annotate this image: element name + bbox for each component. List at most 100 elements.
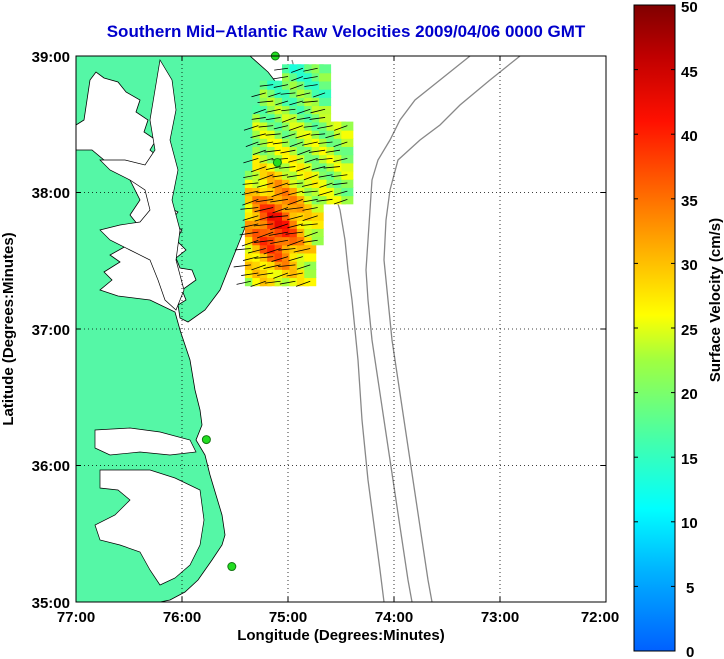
velocity-vector [254,215,274,222]
velocity-cell [296,170,309,180]
velocity-cell [274,80,287,90]
velocity-cell [326,178,339,188]
velocity-cell [282,219,294,229]
velocity-vector [270,239,289,244]
velocity-cell [326,170,339,180]
velocity-cell [333,146,346,156]
velocity-vector [279,166,296,169]
velocity-cell [296,121,309,131]
velocity-cell [267,80,280,90]
velocity-cell [244,244,257,254]
velocity-cell [326,146,339,156]
velocity-vector [289,141,303,148]
velocity-vector [242,198,259,206]
velocity-vector [241,190,259,196]
velocity-cell [274,121,287,131]
velocity-cell [274,146,287,156]
colorbar [633,4,676,652]
velocity-vector [257,141,274,146]
velocity-cell [319,146,332,156]
velocity-cell [304,137,317,147]
velocity-vector [303,125,318,128]
velocity-vector [271,190,289,197]
velocity-cell [267,195,280,205]
velocity-vector [325,133,341,139]
velocity-vector [257,174,274,181]
velocity-vector [325,149,341,153]
velocity-cell [311,187,324,197]
velocity-cell [304,129,317,139]
velocity-cell [244,260,257,270]
velocity-vector [253,108,266,114]
colorbar-ticks [634,4,675,652]
chesapeake-bay [99,59,185,311]
velocity-vector [269,215,289,218]
velocity-cell [333,187,346,197]
velocity-cell [259,277,272,287]
velocity-vector [333,157,348,162]
velocity-cell [259,195,272,205]
velocity-vector [255,198,274,203]
velocity-cell [304,146,317,156]
y-tick-label: 39:00 [32,49,70,66]
velocity-cell [333,162,346,172]
velocity-vector [270,223,289,231]
velocity-cell [274,170,287,180]
velocity-cell [341,170,354,180]
velocity-vector [302,215,318,221]
velocity-vector [272,207,289,214]
velocity-vector [253,223,274,227]
velocity-cell [252,170,265,180]
velocity-cell [319,97,332,107]
velocity-cell [259,146,272,156]
velocity-cell [274,236,287,246]
velocity-cell [296,72,309,82]
velocity-cell [296,178,309,188]
velocity-cell [244,269,257,279]
velocity-cell [304,211,317,221]
velocity-cell [326,121,339,131]
velocity-vector [281,133,296,139]
y-tick-label: 36:00 [32,458,70,475]
velocity-cell [296,113,309,123]
velocity-vector [257,272,274,276]
velocity-cell [259,137,272,147]
velocity-cell [311,219,324,229]
velocity-cell [289,80,302,90]
velocity-cell [341,146,354,156]
velocity-vector [334,190,348,196]
velocity-cell [282,64,294,74]
velocity-vector [271,256,289,262]
velocity-cell [252,252,265,262]
velocity-vector [281,117,296,123]
velocity-cell [252,162,265,172]
x-tick-label: 73:00 [481,609,519,626]
colorbar-tick-label: 50 [681,0,698,16]
velocity-vector [273,84,289,88]
velocity-cell [274,260,287,270]
velocity-cell [333,195,346,205]
velocity-cell [252,146,265,156]
velocity-vector [286,272,303,277]
velocity-vector [317,190,333,196]
velocity-vector [288,157,303,163]
velocity-vector [250,166,266,173]
velocity-vector [323,166,340,169]
velocity-cell [341,162,354,172]
albemarle-sound [94,427,197,456]
velocity-cell [267,121,280,131]
velocity-cell [289,228,302,238]
velocity-cell [267,203,280,213]
velocity-vector [245,141,259,147]
velocity-vector [296,166,311,172]
velocity-cell [282,97,294,107]
velocity-cell [267,178,280,188]
velocity-vector [296,92,311,97]
velocity-cell [341,178,354,188]
velocity-cell [304,260,317,270]
velocity-cell [319,72,332,82]
velocity-cell [289,146,302,156]
velocity-cell [259,260,272,270]
bathymetry-contour-3 [383,56,521,602]
velocity-cell [311,113,324,123]
